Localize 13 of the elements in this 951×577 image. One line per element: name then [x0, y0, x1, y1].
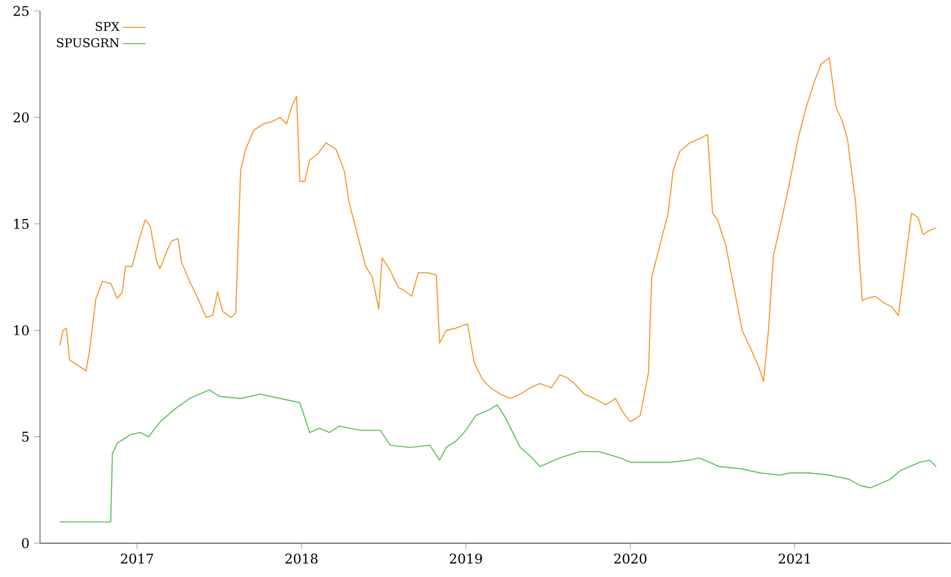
- y-tick-label: 25: [14, 6, 29, 16]
- x-tick-label: 2021: [778, 553, 810, 564]
- y-tick-label: 20: [14, 112, 29, 122]
- x-tick-label: 2017: [120, 553, 154, 564]
- y-tick-label: 0: [22, 538, 29, 548]
- legend-label: SPUSGRN: [57, 38, 120, 48]
- legend-label: SPX: [96, 22, 120, 31]
- y-tick-label: 15: [14, 218, 29, 229]
- y-tick-label: 5: [22, 432, 29, 442]
- y-tick-label: 10: [14, 325, 29, 336]
- x-tick-label: 2020: [614, 553, 646, 564]
- x-tick-label: 2019: [450, 553, 482, 564]
- x-tick-label: 2018: [285, 553, 318, 564]
